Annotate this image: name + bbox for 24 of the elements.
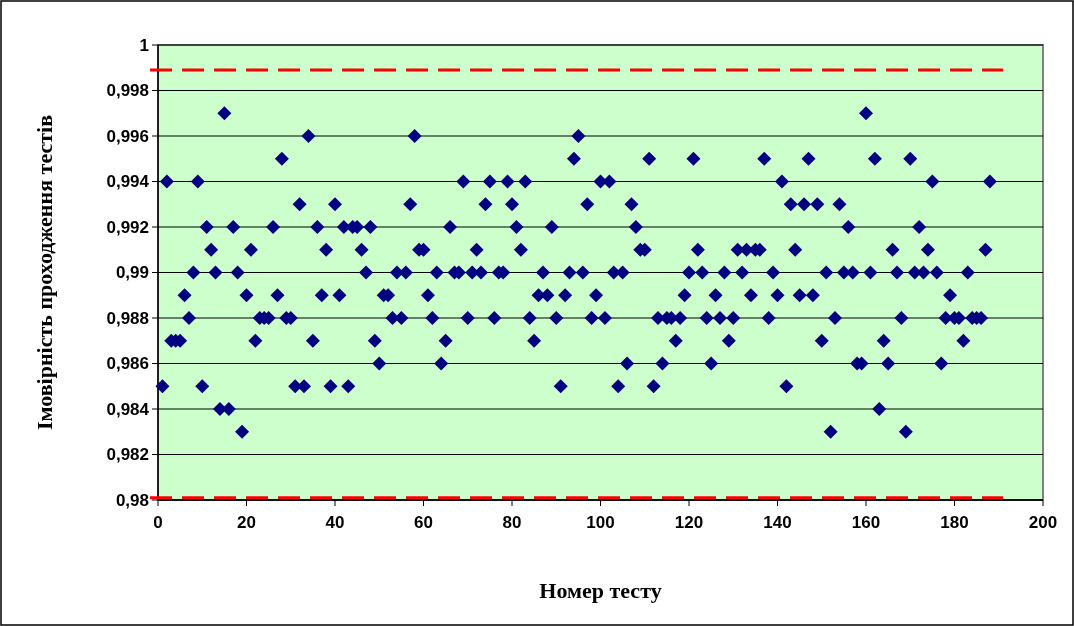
y-tick-label: 1 [139,35,149,55]
y-axis-title: Імовірність проходження тестів [32,114,57,431]
x-tick-label: 40 [325,513,345,532]
y-tick-label: 0,982 [106,445,149,465]
y-tick-label: 0,986 [106,354,149,374]
y-tick-label: 0,992 [106,217,149,237]
y-tick-label: 0,998 [106,81,149,101]
x-tick-label: 160 [851,513,881,532]
x-tick-label: 180 [940,513,969,532]
y-tick-label: 0,988 [106,308,149,328]
x-axis-title: Номер тесту [539,578,662,603]
x-tick-label: 60 [414,513,433,532]
y-tick-label: 0,994 [106,172,150,192]
x-tick-label: 120 [674,513,704,532]
x-tick-label: 200 [1028,513,1058,532]
y-tick-label: 0,99 [115,263,149,283]
x-tick-label: 20 [237,513,256,532]
y-tick-label: 0,996 [106,126,149,146]
x-tick-label: 80 [502,513,522,532]
x-tick-label: 100 [586,513,615,532]
y-tick-label: 0,984 [106,399,150,419]
x-tick-label: 140 [763,513,792,532]
y-tick-label: 0,98 [115,490,149,510]
x-tick-label: 0 [153,513,163,532]
